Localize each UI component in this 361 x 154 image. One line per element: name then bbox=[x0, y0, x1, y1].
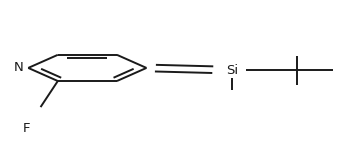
Text: N: N bbox=[13, 61, 23, 74]
Text: F: F bbox=[23, 122, 30, 135]
Text: Si: Si bbox=[226, 64, 239, 77]
